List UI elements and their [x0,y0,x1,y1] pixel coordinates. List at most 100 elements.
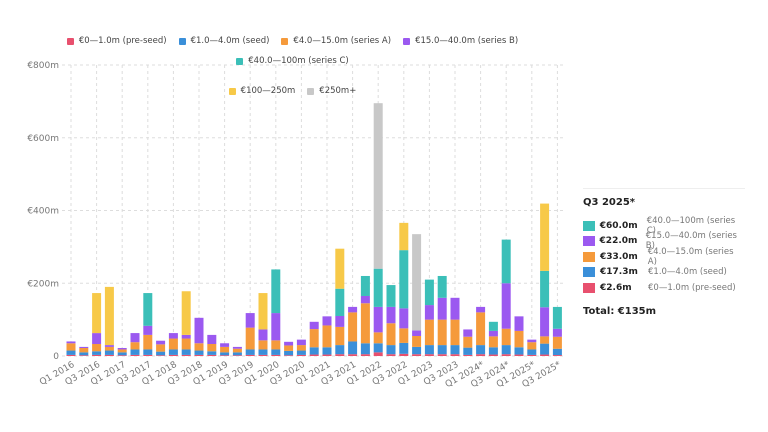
legend-swatch [66,37,74,45]
bar-segment [156,344,166,352]
bar-segment [527,339,537,343]
bar-segment [360,303,370,344]
bar-segment [412,335,422,347]
legend-label: €15.0—40.0m (series B) [415,36,519,46]
bar-segment [309,321,319,330]
bar-segment [412,234,422,331]
bar-segment [284,341,294,346]
bar-segment [463,336,473,348]
panel-value: €60.0m [599,220,638,231]
bar-segment [92,351,102,355]
legend: €0—1.0m (pre-seed) €1.0—4.0m (seed) €4.0—1… [40,36,545,96]
bar-segment [168,349,178,355]
bar-segment [399,342,409,354]
bar-segment [399,328,409,343]
bar-segment [117,352,127,356]
bar-segment [130,342,140,350]
bar-segment [335,248,345,289]
bar-segment [360,354,370,356]
bar-segment [92,343,102,352]
legend-label: €100—250m [240,86,296,96]
bar-segment [258,354,268,356]
bar-segment [220,355,230,356]
bar-segment [258,293,268,330]
y-tick-label: €600m [27,134,59,144]
panel-swatch [583,236,595,247]
bar-segment [501,354,511,356]
bar-segment [143,293,153,326]
bar-segment [386,323,396,346]
panel-swatch [583,282,595,293]
bar-segment [412,354,422,356]
bar-segment [552,306,562,329]
bar-segment [207,351,217,355]
bar-segment [348,341,358,355]
bar-segment [450,297,460,320]
bar-segment [373,332,383,344]
bar-segment [207,334,217,344]
bar-segment [284,355,294,356]
bar-segment [476,354,486,356]
legend-swatch [403,37,411,45]
legend-item: €100—250m [228,86,296,96]
bar-segment [322,316,332,326]
bar-segment [296,350,306,355]
bar-segment [104,345,114,347]
bar-segment [181,349,191,355]
bar-segment [437,275,447,298]
bar-segment [373,306,383,333]
bar-segment [181,291,191,335]
bar-segment [360,295,370,304]
bar-segment [245,327,255,350]
bar-segment [463,329,473,337]
bar-segment [450,319,460,346]
bar-segment [130,354,140,356]
bar-segment [488,330,498,337]
bar-segment [156,355,166,356]
bar-segment [309,354,319,356]
bar-segment [104,346,114,351]
bar-segment [296,354,306,356]
bar-segment [104,354,114,356]
panel-value: €2.6m [600,282,632,293]
bar-segment [399,222,409,251]
bar-segment [143,334,153,350]
panel-value: €33.0m [599,251,638,262]
bar-segment [66,354,76,356]
bar-segment [501,328,511,346]
bar-segment [450,354,460,356]
y-tick-label: €800m [27,61,59,71]
legend-swatch [236,57,244,65]
panel-name: €40.0—100m (series C) [646,215,736,236]
bar-segment [463,354,473,356]
y-tick-label: €200m [27,279,59,289]
bar-segment [271,349,281,355]
bar-segment [386,345,396,355]
bar-segment [552,328,562,337]
bar-segment [386,306,396,324]
bar-segment [194,350,204,355]
panel-row: €22.0m €15.0—40.0m (series B) [583,231,745,251]
bar-segment [424,319,434,346]
bar-segment [117,347,127,350]
bar-segment [143,354,153,356]
bar-segment [514,354,524,356]
bar-segment [258,329,268,341]
bar-segment [399,353,409,356]
bar-segment [245,349,255,355]
panel-name: €0—1.0m (pre-seed) [648,282,736,293]
bar-segment [66,343,76,351]
bar-segment [463,347,473,355]
bar-segment [335,345,345,355]
legend-swatch [281,37,289,45]
panel-swatch [583,220,595,231]
bar-segment [476,312,486,346]
bar-segment [284,350,294,356]
panel-title: Q3 2025* [583,197,636,208]
bar-segment [424,345,434,355]
bar-segment [143,325,153,335]
bar-segment [527,349,537,355]
bar-segment [232,352,242,356]
bar-segment [501,345,511,355]
bar-segment [348,354,358,356]
